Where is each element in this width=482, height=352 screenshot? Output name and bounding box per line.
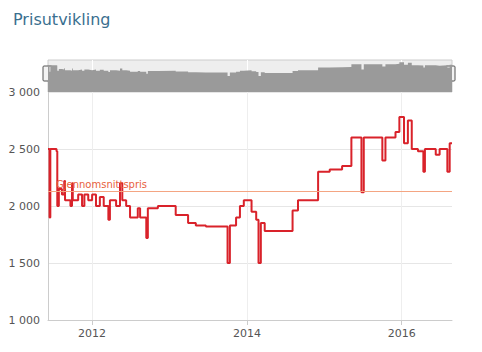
- svg-text:1 000: 1 000: [9, 314, 41, 327]
- svg-text:2 000: 2 000: [9, 200, 41, 213]
- svg-text:2014: 2014: [233, 327, 261, 340]
- svg-text:Gjennomsnittspris: Gjennomsnittspris: [56, 179, 147, 190]
- svg-text:2016: 2016: [388, 327, 416, 340]
- svg-text:2012: 2012: [78, 327, 106, 340]
- svg-text:Prisutvikling: Prisutvikling: [13, 10, 111, 29]
- svg-text:3 000: 3 000: [9, 86, 41, 99]
- svg-text:2 500: 2 500: [9, 143, 41, 156]
- svg-text:1 500: 1 500: [9, 257, 41, 270]
